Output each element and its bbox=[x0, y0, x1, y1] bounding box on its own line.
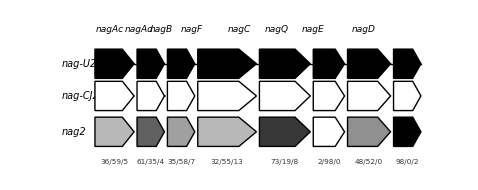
Text: 73/19/8: 73/19/8 bbox=[271, 159, 299, 165]
Text: nagAd: nagAd bbox=[125, 25, 154, 34]
Text: 36/59/5: 36/59/5 bbox=[100, 159, 129, 165]
Polygon shape bbox=[348, 49, 391, 78]
Text: nagB: nagB bbox=[150, 25, 173, 34]
Text: nagC: nagC bbox=[228, 25, 251, 34]
Polygon shape bbox=[313, 49, 345, 78]
Polygon shape bbox=[393, 49, 421, 78]
Text: 61/35/4: 61/35/4 bbox=[137, 159, 165, 165]
Text: nagF: nagF bbox=[180, 25, 202, 34]
Text: nagE: nagE bbox=[302, 25, 325, 34]
Polygon shape bbox=[137, 49, 164, 78]
Polygon shape bbox=[198, 117, 257, 146]
Polygon shape bbox=[167, 49, 195, 78]
Text: nag2: nag2 bbox=[62, 127, 86, 137]
Polygon shape bbox=[198, 81, 257, 111]
Polygon shape bbox=[137, 117, 164, 146]
Polygon shape bbox=[313, 81, 345, 111]
Text: 98/0/2: 98/0/2 bbox=[395, 159, 419, 165]
Text: nagQ: nagQ bbox=[264, 25, 289, 34]
Polygon shape bbox=[393, 81, 421, 111]
Polygon shape bbox=[393, 117, 421, 146]
Polygon shape bbox=[167, 81, 195, 111]
Polygon shape bbox=[95, 81, 134, 111]
Text: 32/55/13: 32/55/13 bbox=[211, 159, 243, 165]
Polygon shape bbox=[260, 49, 310, 78]
Polygon shape bbox=[313, 117, 345, 146]
Polygon shape bbox=[260, 81, 310, 111]
Polygon shape bbox=[137, 81, 164, 111]
Text: nagAc: nagAc bbox=[96, 25, 124, 34]
Polygon shape bbox=[95, 49, 134, 78]
Polygon shape bbox=[348, 117, 391, 146]
Polygon shape bbox=[95, 117, 134, 146]
Text: nag-CJ2: nag-CJ2 bbox=[62, 91, 99, 101]
Polygon shape bbox=[198, 49, 257, 78]
Polygon shape bbox=[348, 81, 391, 111]
Text: 35/58/7: 35/58/7 bbox=[167, 159, 195, 165]
Text: 48/52/0: 48/52/0 bbox=[355, 159, 383, 165]
Text: nag-U2: nag-U2 bbox=[62, 59, 97, 69]
Polygon shape bbox=[260, 117, 310, 146]
Text: nagD: nagD bbox=[352, 25, 375, 34]
Polygon shape bbox=[167, 117, 195, 146]
Text: 2/98/0: 2/98/0 bbox=[317, 159, 341, 165]
